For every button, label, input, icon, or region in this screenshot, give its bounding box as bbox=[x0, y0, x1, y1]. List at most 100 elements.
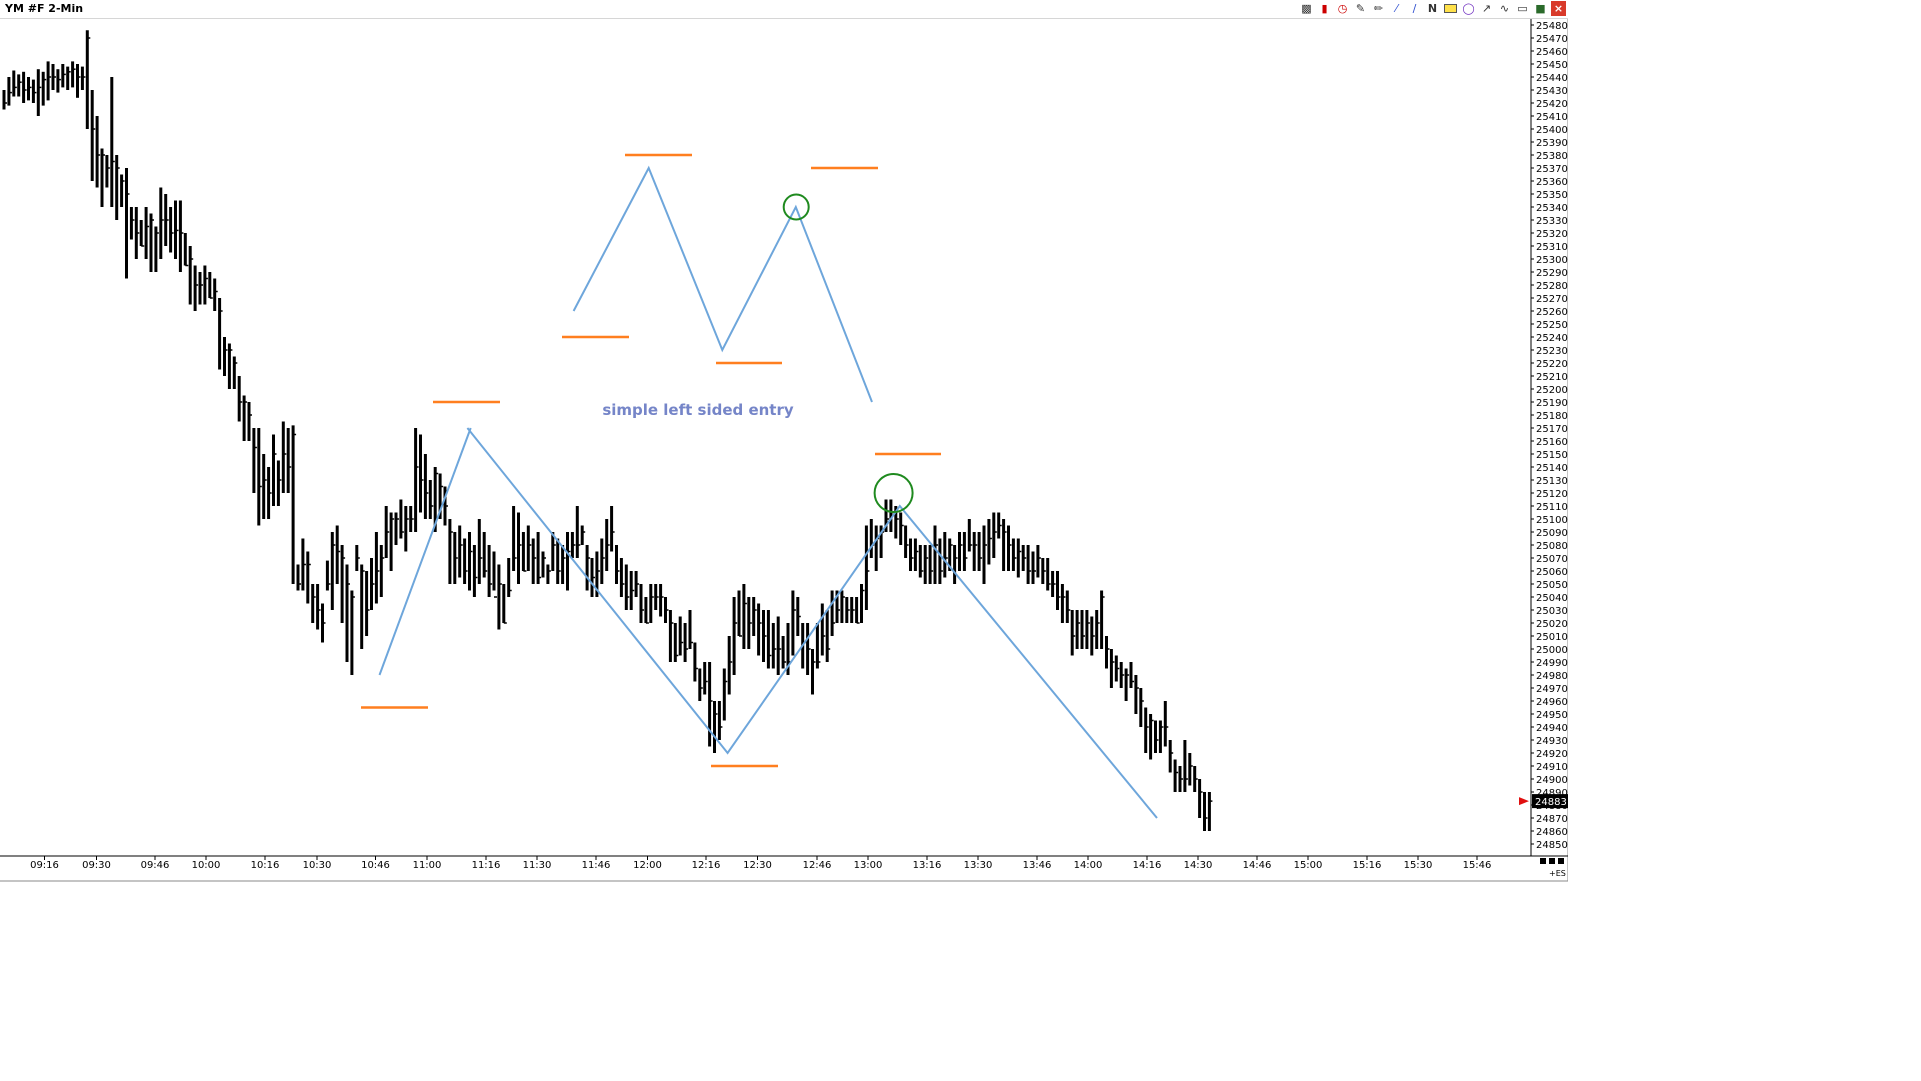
trash-icon[interactable]: ■ bbox=[1535, 2, 1546, 15]
rectangle-icon[interactable] bbox=[1443, 1, 1458, 16]
circle-icon[interactable]: ◯ bbox=[1462, 2, 1475, 15]
lock-icon[interactable]: ▭ bbox=[1517, 2, 1528, 15]
price-tick-label: 24960 bbox=[1536, 697, 1568, 708]
zoom-out-button[interactable] bbox=[1540, 858, 1546, 864]
price-tick-label: 25240 bbox=[1536, 333, 1568, 344]
time-tick-label: 12:30 bbox=[743, 860, 772, 871]
price-tick-label: 25230 bbox=[1536, 346, 1568, 357]
price-tick-label: 25190 bbox=[1536, 398, 1568, 409]
price-tick-label: 25280 bbox=[1536, 281, 1568, 292]
price-tick-label: 25450 bbox=[1536, 60, 1568, 71]
close-icon[interactable]: × bbox=[1551, 1, 1566, 16]
time-tick-label: 11:30 bbox=[523, 860, 552, 871]
time-tick-label: 13:46 bbox=[1023, 860, 1052, 871]
highlight-circle bbox=[782, 193, 810, 221]
zoom-in-button[interactable] bbox=[1549, 858, 1555, 864]
price-tick-label: 25060 bbox=[1536, 567, 1568, 578]
time-tick-label: 14:30 bbox=[1184, 860, 1213, 871]
time-tick-label: 11:46 bbox=[582, 860, 611, 871]
channel-icon[interactable]: ⁄ bbox=[1395, 2, 1398, 15]
time-tick-label: 11:00 bbox=[413, 860, 442, 871]
price-tick-label: 25370 bbox=[1536, 164, 1568, 175]
price-tick-label: 25270 bbox=[1536, 294, 1568, 305]
time-tick-label: 12:00 bbox=[633, 860, 662, 871]
price-tick-label: 25290 bbox=[1536, 268, 1568, 279]
price-tick-label: 25260 bbox=[1536, 307, 1568, 318]
price-tick-label: 25390 bbox=[1536, 138, 1568, 149]
price-tick-label: 25010 bbox=[1536, 632, 1568, 643]
price-tick-label: 24940 bbox=[1536, 723, 1568, 734]
last-price-box bbox=[1532, 794, 1568, 809]
time-tick-label: 14:46 bbox=[1243, 860, 1272, 871]
price-tick-label: 25040 bbox=[1536, 593, 1568, 604]
price-tick-label: 24860 bbox=[1536, 827, 1568, 838]
instrument-corner-label: +ES bbox=[1549, 869, 1566, 878]
price-tick-label: 25210 bbox=[1536, 372, 1568, 383]
time-tick-label: 15:46 bbox=[1463, 860, 1492, 871]
last-price-label: 24883 bbox=[1535, 797, 1567, 808]
price-tick-label: 24850 bbox=[1536, 840, 1568, 851]
candle-icon[interactable]: ▮ bbox=[1321, 2, 1328, 15]
zigzag-icon[interactable]: ∿ bbox=[1499, 2, 1510, 15]
clock-icon[interactable]: ◷ bbox=[1337, 2, 1348, 15]
bars-icon[interactable]: ▩ bbox=[1301, 2, 1312, 15]
annotation-text: simple left sided entry bbox=[602, 401, 794, 419]
price-tick-label: 25440 bbox=[1536, 73, 1568, 84]
price-tick-label: 25180 bbox=[1536, 411, 1568, 422]
price-tick-label: 25030 bbox=[1536, 606, 1568, 617]
price-tick-label: 25310 bbox=[1536, 242, 1568, 253]
price-tick-label: 25170 bbox=[1536, 424, 1568, 435]
empty-area bbox=[1568, 0, 1921, 1081]
time-tick-label: 14:16 bbox=[1133, 860, 1162, 871]
draw-icon[interactable]: ✎ bbox=[1355, 2, 1366, 15]
time-tick-label: 15:30 bbox=[1404, 860, 1433, 871]
price-tick-label: 25400 bbox=[1536, 125, 1568, 136]
price-tick-label: 24970 bbox=[1536, 684, 1568, 695]
price-tick-label: 25000 bbox=[1536, 645, 1568, 656]
price-tick-label: 25080 bbox=[1536, 541, 1568, 552]
time-tick-label: 14:00 bbox=[1074, 860, 1103, 871]
price-tick-label: 25470 bbox=[1536, 34, 1568, 45]
pencil-icon[interactable]: ✏ bbox=[1373, 2, 1384, 15]
fib-icon[interactable]: ∕ bbox=[1412, 2, 1417, 15]
last-price-arrow bbox=[1519, 797, 1529, 806]
price-tick-label: 24930 bbox=[1536, 736, 1568, 747]
price-tick-label: 25150 bbox=[1536, 450, 1568, 461]
price-tick-label: 24910 bbox=[1536, 762, 1568, 773]
time-tick-label: 10:30 bbox=[303, 860, 332, 871]
time-tick-label: 10:16 bbox=[251, 860, 280, 871]
time-tick-label: 15:00 bbox=[1294, 860, 1323, 871]
price-tick-label: 25330 bbox=[1536, 216, 1568, 227]
price-tick-label: 25220 bbox=[1536, 359, 1568, 370]
time-axis[interactable]: 09:16 09:30 09:46 10:00 10:16 10:30 10:46 11:00… bbox=[0, 855, 1568, 882]
price-tick-label: 24990 bbox=[1536, 658, 1568, 669]
scroll-button[interactable] bbox=[1558, 858, 1564, 864]
wave-line bbox=[378, 427, 472, 676]
n-pattern-icon[interactable]: N bbox=[1427, 2, 1438, 15]
price-tick-label: 25110 bbox=[1536, 502, 1568, 513]
price-tick-label: 25100 bbox=[1536, 515, 1568, 526]
wave-line bbox=[466, 427, 1158, 819]
time-tick-label: 10:00 bbox=[192, 860, 221, 871]
price-tick-label: 25410 bbox=[1536, 112, 1568, 123]
highlight-circle bbox=[873, 473, 914, 513]
price-tick-label: 25480 bbox=[1536, 21, 1568, 32]
price-tick-label: 25050 bbox=[1536, 580, 1568, 591]
price-tick-label: 25120 bbox=[1536, 489, 1568, 500]
price-tick-label: 25340 bbox=[1536, 203, 1568, 214]
wave-line bbox=[572, 165, 873, 403]
price-tick-label: 25160 bbox=[1536, 437, 1568, 448]
price-tick-label: 25070 bbox=[1536, 554, 1568, 565]
price-tick-label: 25380 bbox=[1536, 151, 1568, 162]
time-tick-label: 09:16 bbox=[30, 860, 59, 871]
price-tick-label: 24890 bbox=[1536, 788, 1568, 799]
chart-title-bar: YM #F 2-Min ▩ ▮ ◷ ✎ ✏ ⁄ ∕ N ◯ ↗ ∿ ▭ ■ × bbox=[0, 0, 1568, 19]
price-tick-label: 25320 bbox=[1536, 229, 1568, 240]
price-tick-label: 25020 bbox=[1536, 619, 1568, 630]
price-tick-label: 25430 bbox=[1536, 86, 1568, 97]
price-tick-label: 25350 bbox=[1536, 190, 1568, 201]
arrow-icon[interactable]: ↗ bbox=[1481, 2, 1492, 15]
price-tick-label: 25130 bbox=[1536, 476, 1568, 487]
time-tick-label: 12:46 bbox=[803, 860, 832, 871]
time-tick-label: 15:16 bbox=[1353, 860, 1382, 871]
